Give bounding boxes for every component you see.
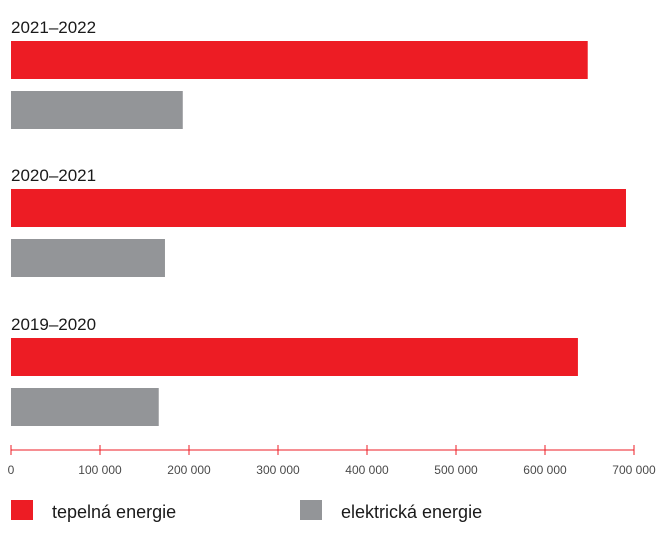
bar-group: 2021–2022	[11, 18, 588, 129]
category-label: 2019–2020	[11, 315, 96, 334]
x-tick-label: 200 000	[167, 463, 211, 477]
bar-heat	[11, 41, 588, 79]
bar-electric	[11, 239, 165, 277]
category-label: 2020–2021	[11, 166, 96, 185]
x-tick-label: 700 000	[612, 463, 656, 477]
bar-group: 2019–2020	[11, 315, 578, 426]
bar-electric	[11, 388, 159, 426]
x-tick-label: 500 000	[434, 463, 478, 477]
x-tick-label: 400 000	[345, 463, 389, 477]
bar-heat	[11, 338, 578, 376]
bar-electric	[11, 91, 183, 129]
legend-swatch	[300, 500, 322, 520]
x-tick-label: 0	[8, 463, 15, 477]
x-tick-label: 100 000	[78, 463, 122, 477]
x-tick-label: 600 000	[523, 463, 567, 477]
legend: tepelná energie elektrická energie	[11, 500, 482, 522]
bar-heat	[11, 189, 626, 227]
x-tick-label: 300 000	[256, 463, 300, 477]
x-axis: 0 100 000 200 000 300 000 400 000 500 000 600 …	[8, 445, 656, 477]
legend-item: tepelná energie	[11, 500, 176, 522]
bar-group: 2020–2021	[11, 166, 626, 277]
legend-label: elektrická energie	[341, 502, 482, 522]
bar-groups: 2021–2022 2020–2021 2019–2020	[11, 18, 626, 426]
legend-swatch	[11, 500, 33, 520]
category-label: 2021–2022	[11, 18, 96, 37]
legend-label: tepelná energie	[52, 502, 176, 522]
legend-item: elektrická energie	[300, 500, 482, 522]
